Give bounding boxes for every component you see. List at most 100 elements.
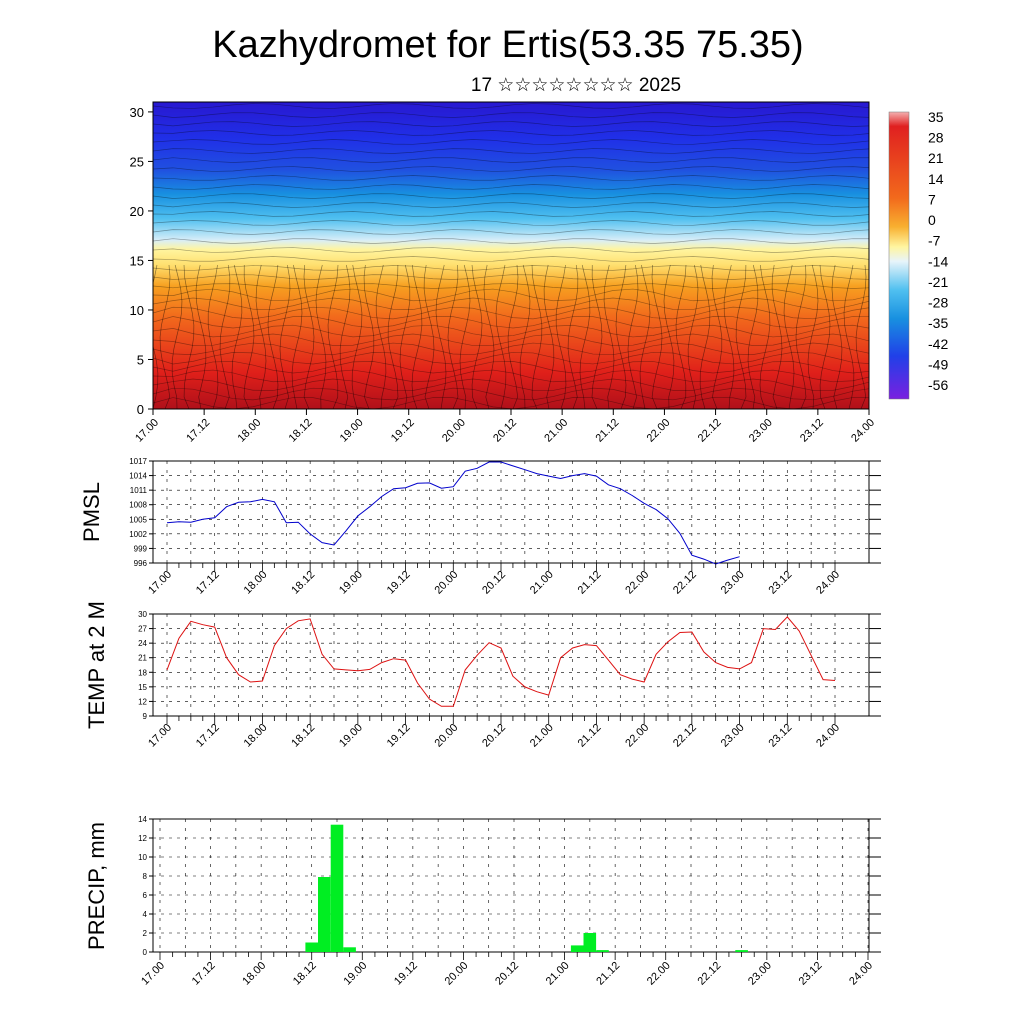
temp-x-tick-label: 19.12 <box>385 722 413 750</box>
cross-section-y-tick-label: 25 <box>130 154 144 169</box>
pmsl-y-tick-label: 996 <box>134 559 148 568</box>
cross-section-y-tick-label: 0 <box>137 402 144 417</box>
colorbar: 35 28 21 14 7 0 -7 -14 -21 -28 -35 -42 -49 -56 <box>888 109 948 400</box>
cross-section-x-tick-label: 17.12 <box>184 417 212 445</box>
precip-y-tick-label: 6 <box>143 891 148 900</box>
cross-section-x-tick-label: 18.12 <box>287 417 315 445</box>
figure-date: 17 ☆☆☆☆☆☆☆☆ 2025 <box>471 75 681 96</box>
precip-x-tick-label: 18.12 <box>291 960 319 988</box>
cross-section-panel: 0 5 10 15 20 25 30 17.00 17.12 18.00 18.12 19.00 19… <box>130 101 877 445</box>
colorbar-tick-label: -7 <box>928 233 941 249</box>
cross-section-field <box>153 102 869 409</box>
pmsl-y-tick-label: 1008 <box>129 501 147 510</box>
temp-y-tick-label: 30 <box>138 610 147 619</box>
precip-y-tick-label: 12 <box>138 834 147 843</box>
pmsl-x-tick-label: 24.00 <box>814 569 842 597</box>
precip-y-tick-label: 14 <box>138 815 147 824</box>
precip-bars <box>305 824 748 953</box>
pmsl-y-tick-label: 999 <box>134 544 148 553</box>
precip-y-tick-label: 2 <box>143 929 148 938</box>
pmsl-x-tick-label: 17.00 <box>146 569 174 597</box>
colorbar-tick-label: 0 <box>928 212 936 228</box>
pmsl-x-tick-label: 17.12 <box>194 569 222 597</box>
precip-panel: 0 2 4 6 8 10 12 14 17.00 17.12 18.00 18.12 19.00 19.1… <box>84 815 881 988</box>
temp-y-tick-label: 27 <box>138 625 147 634</box>
pmsl-panel: 996 999 1002 1005 1008 1011 1014 1017 17.00 17.12… <box>79 457 881 597</box>
precip-bar <box>735 950 748 952</box>
cross-section-x-tick-label: 19.12 <box>389 417 417 445</box>
precip-y-tick-label: 8 <box>143 872 148 881</box>
temp-x-tick-label: 17.00 <box>146 722 174 750</box>
temp-series-line <box>166 616 836 707</box>
temp-x-tick-label: 20.00 <box>432 722 460 750</box>
cross-section-x-tick-label: 23.12 <box>798 417 826 445</box>
pmsl-y-tick-label: 1011 <box>130 486 148 495</box>
precip-bar <box>596 950 609 952</box>
precip-x-tick-label: 22.00 <box>645 960 673 988</box>
precip-y-tick-label: 0 <box>143 948 148 957</box>
temp-y-tick-label: 21 <box>138 654 147 663</box>
precip-bar <box>305 942 318 952</box>
colorbar-tick-label: 28 <box>928 130 944 146</box>
cross-section-y-tick-label: 15 <box>130 253 144 268</box>
precip-bar <box>318 877 331 952</box>
temp-x-tick-label: 22.00 <box>623 722 651 750</box>
pmsl-axis-title: PMSL <box>79 482 104 542</box>
temp-y-tick-label: 24 <box>138 639 147 648</box>
pmsl-x-tick-label: 21.12 <box>576 569 604 597</box>
temp-x-tick-label: 21.12 <box>576 722 604 750</box>
colorbar-tick-label: 14 <box>928 171 944 187</box>
precip-x-tick-label: 17.00 <box>139 960 167 988</box>
colorbar-tick-label: -21 <box>928 274 948 290</box>
colorbar-labels: 35 28 21 14 7 0 -7 -14 -21 -28 -35 -42 -49 -56 <box>928 109 948 393</box>
colorbar-tick-label: 35 <box>928 109 944 125</box>
pmsl-x-tick-label: 23.12 <box>766 569 794 597</box>
temp-y-tick-label: 9 <box>143 712 148 721</box>
pmsl-x-tick-label: 18.12 <box>289 569 317 597</box>
pmsl-x-tick-label: 19.12 <box>385 569 413 597</box>
temp-x-tick-label: 20.12 <box>480 722 508 750</box>
precip-y-tick-label: 4 <box>143 910 148 919</box>
precip-x-tick-label: 19.00 <box>341 960 369 988</box>
pmsl-x-tick-label: 19.00 <box>337 569 365 597</box>
precip-x-tick-label: 21.00 <box>544 960 572 988</box>
cross-section-y-tick-label: 10 <box>130 303 144 318</box>
temp-x-tick-label: 23.12 <box>766 722 794 750</box>
cross-section-x-tick-label: 17.00 <box>133 417 161 445</box>
temp-y-tick-label: 12 <box>138 697 147 706</box>
temp-x-tick-label: 22.12 <box>671 722 699 750</box>
temp-x-tick-label: 18.12 <box>289 722 317 750</box>
figure-title: Kazhydromet for Ertis(53.35 75.35) <box>212 24 803 66</box>
pmsl-x-tick-label: 20.00 <box>432 569 460 597</box>
colorbar-tick-label: -49 <box>928 356 948 372</box>
precip-bar <box>570 945 584 952</box>
colorbar-tick-label: -56 <box>928 377 948 393</box>
cross-section-x-tick-label: 20.12 <box>491 417 519 445</box>
temp-x-tick-label: 18.00 <box>242 722 270 750</box>
cross-section-x-tick-label: 23.00 <box>747 417 775 445</box>
cross-section-y-tick-label: 20 <box>130 204 144 219</box>
precip-bar <box>343 947 356 953</box>
temp-y-tick-label: 15 <box>138 683 147 692</box>
temp-x-tick-label: 21.00 <box>528 722 556 750</box>
cross-section-y-axis: 0 5 10 15 20 25 30 <box>130 105 153 417</box>
colorbar-tick-label: -14 <box>928 253 948 269</box>
pmsl-y-tick-label: 1017 <box>129 457 147 466</box>
precip-y-tick-label: 10 <box>138 853 147 862</box>
cross-section-x-tick-label: 20.00 <box>440 417 468 445</box>
pmsl-y-tick-label: 1005 <box>129 515 147 524</box>
cross-section-x-tick-label: 18.00 <box>235 417 263 445</box>
precip-x-tick-label: 17.12 <box>190 960 218 988</box>
pmsl-x-tick-label: 20.12 <box>480 569 508 597</box>
cross-section-x-axis: 17.00 17.12 18.00 18.12 19.00 19.12 20.00 20.12… <box>133 409 877 445</box>
precip-x-tick-label: 23.12 <box>797 960 825 988</box>
cross-section-x-tick-label: 22.00 <box>645 417 673 445</box>
pmsl-x-tick-label: 22.00 <box>623 569 651 597</box>
cross-section-x-tick-label: 24.00 <box>849 417 877 445</box>
precip-x-tick-label: 19.12 <box>392 960 420 988</box>
precip-x-tick-label: 20.00 <box>443 960 471 988</box>
cross-section-y-tick-label: 30 <box>130 105 144 120</box>
temp-x-tick-label: 17.12 <box>194 722 222 750</box>
pmsl-x-tick-label: 22.12 <box>671 569 699 597</box>
